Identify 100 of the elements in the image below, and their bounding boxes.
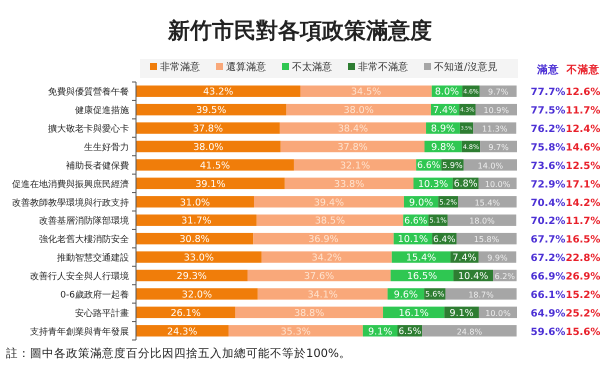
text: 26.9%	[566, 272, 600, 282]
bar	[256, 214, 404, 226]
bar	[286, 104, 431, 116]
text: 22.8%	[566, 253, 600, 264]
text: 70.4%	[530, 198, 566, 209]
data-label: 30.8%	[180, 234, 210, 246]
text: 72.9%	[530, 179, 566, 190]
data-label: 38.0%	[193, 142, 224, 153]
data-label: 43.2%	[203, 86, 234, 98]
data-label: 24.3%	[167, 326, 198, 338]
text: 67.7%	[530, 234, 566, 246]
data-label: 31.0%	[180, 197, 210, 208]
bar	[248, 270, 391, 282]
data-label: 10.3%	[418, 178, 448, 190]
data-label: 16.5%	[406, 271, 438, 282]
data-label: 31.7%	[181, 216, 212, 227]
data-label: 6.5%	[398, 327, 422, 338]
text: 73.6%	[530, 160, 566, 172]
y-tick-label: 健康促進措施	[75, 105, 129, 116]
data-label: 26.1%	[170, 308, 201, 319]
data-label: 36.9%	[308, 234, 339, 246]
bar	[235, 306, 384, 318]
bar	[136, 251, 262, 263]
bar	[136, 288, 258, 300]
bar	[136, 86, 300, 97]
text: 59.6%	[530, 326, 566, 338]
data-label: 9.8%	[431, 142, 456, 153]
bar	[445, 288, 517, 300]
data-label: 15.4%	[474, 198, 500, 208]
legend-label: 不知道/沒意見	[434, 61, 498, 73]
text: 77.7%	[530, 87, 566, 98]
text: 11.7%	[566, 216, 600, 228]
data-label: 8.0%	[434, 86, 460, 98]
bar	[136, 232, 254, 244]
y-tick-label: 推動智慧交通建設	[57, 252, 129, 264]
data-label: 10.9%	[484, 106, 510, 116]
text: 12.5%	[566, 160, 600, 172]
data-label: 15.4%	[406, 252, 436, 264]
y-tick-label: 安心路平計畫	[75, 308, 129, 319]
data-label: 9.9%	[487, 254, 508, 263]
bar	[136, 214, 257, 226]
text: 66.1%	[530, 290, 566, 301]
y-tick-label: 支持青年創業與青年發展	[30, 326, 129, 338]
data-label: 38.0%	[344, 105, 374, 116]
text: 25.2%	[566, 308, 600, 320]
text: 12.4%	[566, 124, 600, 136]
bar	[300, 86, 432, 97]
data-label: 33.0%	[184, 252, 214, 264]
bar	[136, 325, 228, 336]
data-label: 6.4%	[433, 234, 456, 245]
chart-title: 新竹市民對各項政策滿意度	[167, 18, 432, 44]
data-label: 9.7%	[488, 88, 509, 97]
data-label: 38.8%	[294, 308, 324, 319]
data-label: 29.3%	[176, 271, 207, 282]
data-label: 5.9%	[442, 160, 464, 170]
y-tick-label: 促進在地消費與振興庶民經濟	[12, 178, 129, 190]
data-label: 10.0%	[485, 308, 512, 318]
data-label: 10.1%	[398, 234, 428, 246]
data-label: 7.4%	[432, 105, 458, 116]
data-label: 16.1%	[398, 308, 429, 319]
y-tick-label: 改善基層消防隊部環境	[39, 216, 129, 227]
bar	[136, 122, 280, 134]
y-tick-label: 免費與優質營養午餐	[48, 86, 129, 98]
text: 15.6%	[566, 326, 600, 338]
text: 17.1%	[566, 179, 600, 190]
data-label: 11.3%	[482, 124, 508, 134]
data-label: 37.8%	[192, 124, 224, 135]
bar	[228, 325, 363, 336]
text: 12.6%	[566, 87, 600, 98]
legend-label: 不太滿意	[292, 61, 332, 73]
bar	[448, 214, 516, 226]
data-label: 15.8%	[474, 235, 500, 244]
data-label: 6.6%	[417, 161, 441, 172]
data-label: 18.7%	[468, 290, 494, 300]
data-label: 8.9%	[430, 124, 456, 135]
y-tick-label: 改善行人安全與人行環境	[30, 271, 129, 282]
bar	[136, 306, 236, 318]
data-label: 32.1%	[340, 160, 370, 172]
data-label: 7.4%	[452, 252, 477, 264]
bar	[284, 178, 414, 190]
y-tick-label: 改善教師教學環境與行政支持	[12, 197, 129, 208]
y-tick-label: 補助長者健保費	[66, 160, 129, 172]
bar	[136, 159, 294, 171]
data-label: 34.2%	[312, 252, 342, 264]
text: 16.5%	[566, 234, 600, 246]
data-label: 39.4%	[314, 197, 344, 208]
text: 66.9%	[530, 272, 566, 282]
data-label: 41.5%	[200, 160, 230, 172]
bar	[136, 178, 285, 190]
bar	[458, 196, 517, 208]
legend-label: 非常不滿意	[358, 61, 408, 73]
text: 15.2%	[566, 290, 600, 301]
data-label: 9.7%	[488, 143, 510, 152]
data-label: 9.1%	[368, 326, 392, 338]
text: 11.7%	[566, 106, 600, 117]
data-label: 35.3%	[280, 326, 311, 338]
legend-label: 還算滿意	[226, 61, 266, 73]
bar	[280, 140, 425, 152]
data-label: 9.1%	[450, 308, 474, 319]
data-label: 34.1%	[308, 289, 338, 300]
